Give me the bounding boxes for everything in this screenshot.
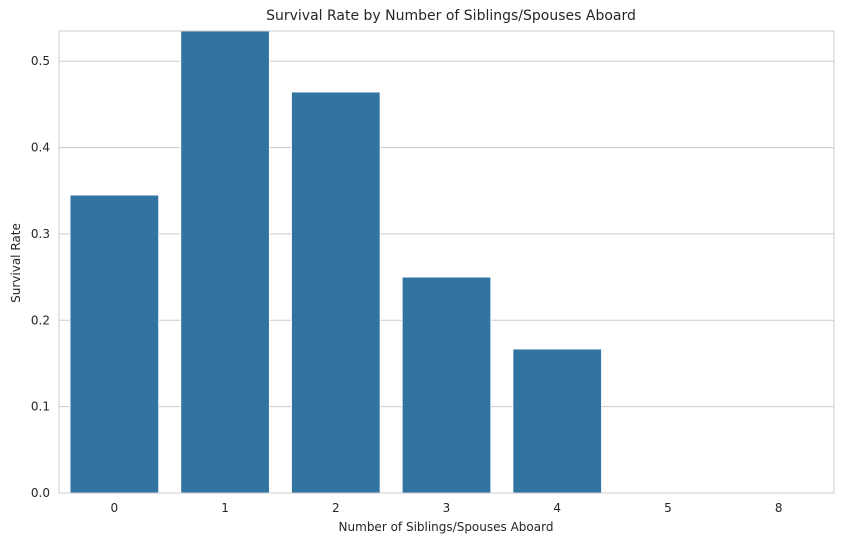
x-axis-label: Number of Siblings/Spouses Aboard xyxy=(339,520,554,534)
x-tick-label: 2 xyxy=(332,501,340,515)
bar-2 xyxy=(291,91,381,494)
y-tick-label: 0.5 xyxy=(31,54,50,68)
y-tick-label: 0.3 xyxy=(31,227,50,241)
y-axis-label: Survival Rate xyxy=(9,223,23,303)
plot-frame xyxy=(58,30,835,494)
bar-3 xyxy=(401,276,492,494)
y-tick-label: 0.1 xyxy=(31,400,50,414)
x-tick-label: 3 xyxy=(443,501,451,515)
x-tick-label: 4 xyxy=(553,501,561,515)
bar-0 xyxy=(69,194,160,494)
x-tick-label: 8 xyxy=(775,501,783,515)
bar-1 xyxy=(180,29,270,494)
y-tick-label: 0.2 xyxy=(31,313,50,327)
chart-title: Survival Rate by Number of Siblings/Spou… xyxy=(266,8,636,24)
bar-4 xyxy=(512,348,602,494)
x-axis-ticks: 0 1 2 3 4 5 8 xyxy=(111,501,783,515)
x-tick-label: 1 xyxy=(221,501,229,515)
y-tick-label: 0.4 xyxy=(31,141,50,155)
bars xyxy=(69,29,602,494)
y-axis-ticks: 0.0 0.1 0.2 0.3 0.4 0.5 xyxy=(31,54,50,500)
x-tick-label: 0 xyxy=(111,501,119,515)
x-tick-label: 5 xyxy=(664,501,672,515)
y-tick-label: 0.0 xyxy=(31,486,50,500)
